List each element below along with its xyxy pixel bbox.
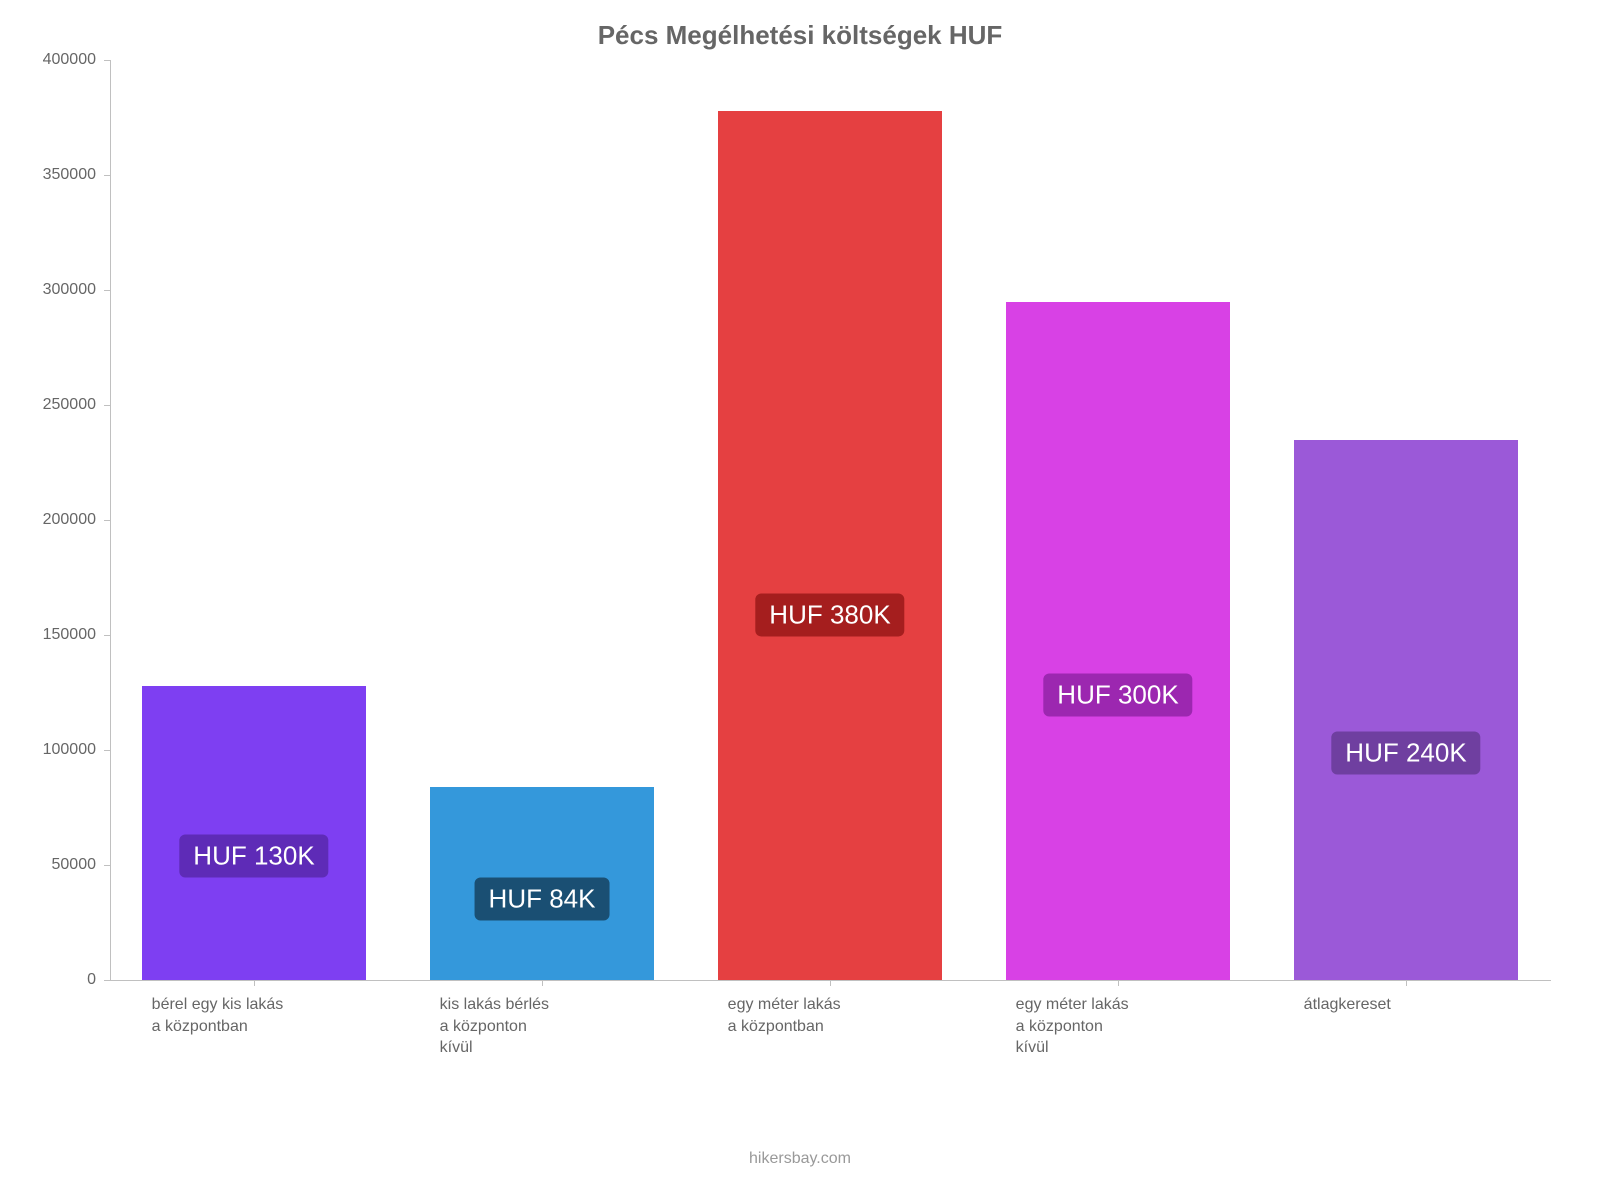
x-tick-mark (1118, 980, 1119, 986)
y-tick-mark (104, 405, 110, 406)
bar-value-label: HUF 130K (179, 835, 328, 878)
y-tick-label: 400000 (0, 51, 96, 69)
x-tick-mark (1406, 980, 1407, 986)
x-category-label: egy méter lakás a központban (728, 994, 943, 1037)
bar (718, 111, 943, 980)
bar-value-label: HUF 300K (1043, 674, 1192, 717)
y-tick-mark (104, 290, 110, 291)
y-tick-label: 0 (0, 971, 96, 989)
y-tick-label: 250000 (0, 396, 96, 414)
y-tick-label: 50000 (0, 856, 96, 874)
y-tick-mark (104, 520, 110, 521)
x-tick-mark (830, 980, 831, 986)
y-tick-mark (104, 175, 110, 176)
y-tick-mark (104, 865, 110, 866)
x-tick-mark (542, 980, 543, 986)
bar-value-label: HUF 240K (1331, 731, 1480, 774)
bar-value-label: HUF 84K (475, 877, 610, 920)
chart-footer: hikersbay.com (0, 1150, 1600, 1168)
y-tick-label: 350000 (0, 166, 96, 184)
chart-title: Pécs Megélhetési költségek HUF (0, 20, 1600, 51)
y-tick-label: 150000 (0, 626, 96, 644)
x-tick-mark (254, 980, 255, 986)
bar-value-label: HUF 380K (755, 593, 904, 636)
y-tick-label: 100000 (0, 741, 96, 759)
x-category-label: kis lakás bérlés a központon kívül (440, 994, 655, 1059)
y-tick-mark (104, 60, 110, 61)
x-category-label: bérel egy kis lakás a központban (152, 994, 367, 1037)
bar (1294, 440, 1519, 981)
y-tick-mark (104, 635, 110, 636)
y-tick-mark (104, 980, 110, 981)
bar (142, 686, 367, 980)
x-category-label: egy méter lakás a központon kívül (1016, 994, 1231, 1059)
y-tick-label: 200000 (0, 511, 96, 529)
y-tick-label: 300000 (0, 281, 96, 299)
y-tick-mark (104, 750, 110, 751)
x-category-label: átlagkereset (1304, 994, 1519, 1016)
bar (1006, 302, 1231, 981)
chart-container: Pécs Megélhetési költségek HUF 0 50000 100… (0, 0, 1600, 1200)
